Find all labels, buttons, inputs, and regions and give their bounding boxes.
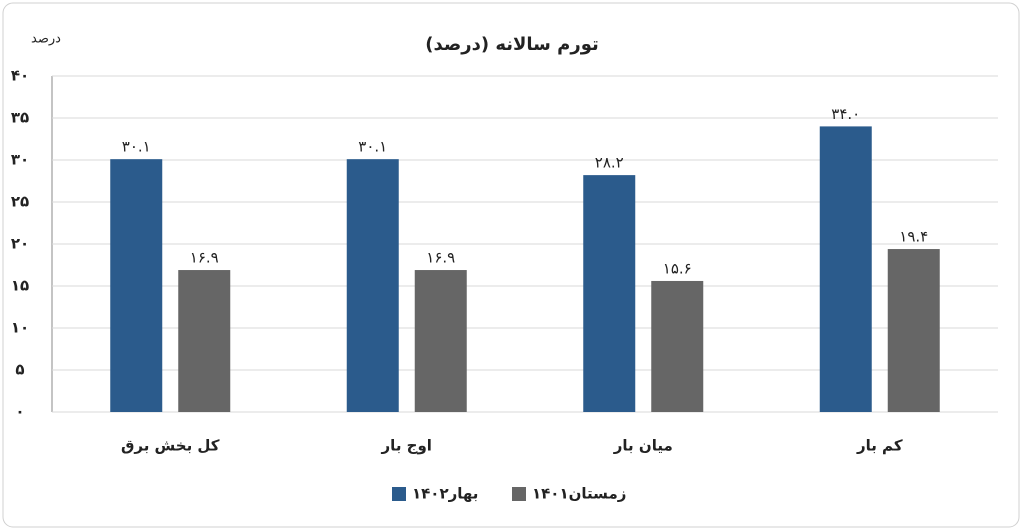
bar (651, 280, 704, 412)
x-tick-label: کم بار (856, 437, 903, 455)
data-label: ۳۴.۰ (831, 105, 860, 123)
y-tick-label: ۵ (15, 361, 24, 379)
bar (110, 159, 163, 412)
bar (178, 270, 231, 412)
legend-label: بهار۱۴۰۲ (412, 485, 478, 503)
data-label: ۱۹.۴ (899, 228, 928, 246)
bar (414, 270, 467, 412)
y-tick-label: ۲۵ (11, 193, 29, 211)
bar (583, 175, 636, 412)
bar (887, 249, 940, 412)
data-label: ۱۵.۶ (663, 259, 692, 277)
chart-title: تورم سالانه (درصد) (425, 34, 599, 55)
y-tick-label: ۲۰ (11, 235, 29, 253)
y-tick-label: ۱۰ (11, 319, 29, 337)
data-label: ۳۰.۱ (358, 138, 387, 156)
y-tick-label: ۳۵ (11, 109, 29, 127)
y-tick-label: ۴۰ (11, 67, 29, 85)
bar (819, 126, 872, 413)
data-label: ۳۰.۱ (122, 138, 151, 156)
legend-label: زمستان۱۴۰۱ (532, 485, 626, 503)
y-axis-label: درصد (31, 32, 61, 47)
y-tick-label: ۰ (15, 403, 24, 421)
y-tick-label: ۱۵ (11, 277, 29, 295)
x-tick-label: اوج بار (381, 437, 432, 455)
x-tick-label: میان بار (613, 437, 673, 455)
y-tick-label: ۳۰ (11, 151, 29, 169)
data-label: ۱۶.۹ (426, 249, 455, 267)
legend-swatch (392, 487, 406, 501)
x-tick-label: کل بخش برق (121, 437, 220, 455)
data-label: ۱۶.۹ (190, 249, 219, 267)
legend-swatch (512, 487, 526, 501)
bar (346, 159, 399, 412)
data-label: ۲۸.۲ (595, 154, 624, 172)
